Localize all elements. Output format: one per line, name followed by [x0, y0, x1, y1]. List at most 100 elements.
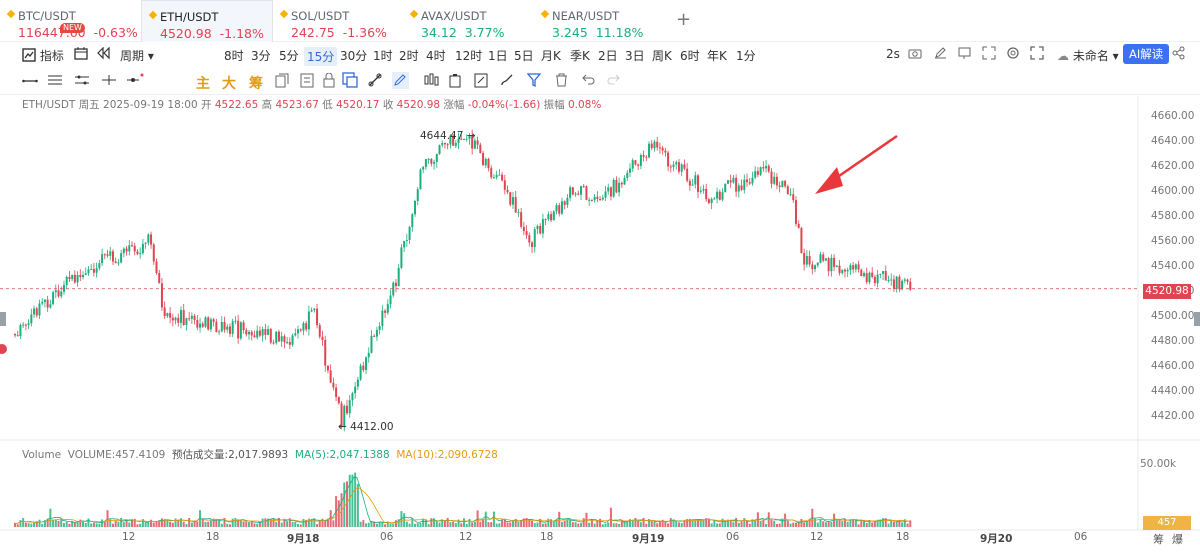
candle-body	[482, 153, 485, 166]
interval-1[interactable]: 3分	[251, 49, 271, 63]
settings-icon[interactable]	[1006, 46, 1024, 64]
candle-body	[642, 155, 645, 157]
candle-body	[335, 387, 338, 397]
screen-icon[interactable]	[958, 46, 976, 64]
tab-eth[interactable]: ETH/USDT 4520.98 -1.18%	[141, 0, 273, 42]
interval-12[interactable]: 季K	[570, 49, 590, 63]
candle-body	[778, 185, 781, 188]
period-dropdown[interactable]: 周期 ▾	[120, 49, 154, 63]
volume-bar	[732, 522, 735, 527]
volume-bar	[468, 518, 471, 527]
select-tool-icon[interactable]	[342, 72, 360, 90]
rewind-icon[interactable]	[97, 47, 115, 65]
interval-3[interactable]: 15分	[304, 47, 338, 66]
redo-icon[interactable]	[607, 74, 625, 92]
volume-bar	[683, 519, 686, 527]
corner-liquidation-label[interactable]: 爆	[1172, 533, 1183, 546]
interval-10[interactable]: 5日	[514, 49, 534, 63]
note-icon[interactable]	[474, 73, 492, 91]
add-tab-icon[interactable]: +	[676, 9, 692, 30]
volume-bar	[239, 520, 242, 527]
fullscreen-icon[interactable]	[1030, 46, 1048, 64]
candle-body	[882, 271, 885, 274]
candle-body	[267, 329, 270, 335]
interval-7[interactable]: 4时	[426, 49, 446, 63]
candle-body	[384, 310, 387, 313]
trash-icon[interactable]	[555, 73, 573, 91]
volume-bar	[218, 519, 221, 527]
interval-5[interactable]: 1时	[373, 49, 393, 63]
interval-4[interactable]: 30分	[340, 49, 368, 63]
cross-tool-icon[interactable]	[101, 73, 119, 91]
candle-body	[367, 352, 370, 358]
volume-bar	[808, 519, 811, 527]
lock-icon[interactable]	[322, 73, 340, 91]
candle-body	[264, 329, 267, 335]
filter-icon[interactable]	[527, 73, 545, 91]
draw-tool-icon[interactable]	[392, 72, 410, 90]
tab-sol[interactable]: SOL/USDT 242.75 -1.36%	[273, 0, 405, 42]
share-icon[interactable]	[1172, 46, 1190, 64]
candle-body	[33, 308, 36, 315]
interval-2[interactable]: 5分	[279, 49, 299, 63]
brush-icon[interactable]	[500, 73, 518, 91]
volume-bar	[710, 523, 713, 527]
line-tool-icon[interactable]	[22, 75, 40, 93]
interval-9[interactable]: 1日	[488, 49, 508, 63]
candle-body	[250, 331, 253, 336]
indicators-button[interactable]: 指标	[22, 47, 64, 64]
calendar-icon[interactable]	[74, 46, 92, 64]
candle-body	[226, 326, 229, 330]
volume-bar	[226, 523, 229, 527]
volume-bar	[207, 521, 210, 527]
corner-chips-label[interactable]: 筹	[1153, 533, 1164, 546]
hline-tool-icon[interactable]	[47, 73, 65, 91]
interval-14[interactable]: 3日	[625, 49, 645, 63]
interval-11[interactable]: 月K	[541, 49, 561, 63]
tab-btc[interactable]: BTC/USDT 116447.60 -0.63% NEW	[0, 0, 138, 42]
interval-15[interactable]: 周K	[652, 49, 672, 63]
ai-analysis-button[interactable]: AI解读	[1123, 44, 1170, 64]
interval-17[interactable]: 年K	[707, 49, 727, 63]
volume-bar	[531, 520, 534, 527]
candle-body	[637, 164, 640, 166]
volume-bar	[574, 522, 577, 527]
volume-bar	[781, 518, 784, 527]
copy-icon[interactable]	[275, 73, 293, 91]
edit-icon[interactable]	[934, 46, 952, 64]
chips-label[interactable]: 筹	[249, 76, 263, 92]
channel-tool-icon[interactable]	[74, 73, 92, 91]
interval-13[interactable]: 2日	[598, 49, 618, 63]
volume-bar	[824, 522, 827, 527]
tab-near[interactable]: NEAR/USDT 3.245 11.18%	[534, 0, 666, 42]
interval-8[interactable]: 12时	[455, 49, 483, 63]
candle-body	[593, 196, 596, 201]
price-tick: 4620.00	[1151, 160, 1195, 172]
candle-body	[92, 269, 95, 273]
volume-bar	[193, 521, 196, 527]
camera-icon[interactable]	[908, 47, 926, 65]
expand-icon[interactable]	[982, 46, 1000, 64]
left-scroll-handle	[0, 312, 6, 326]
interval-18[interactable]: 1分	[736, 49, 756, 63]
document-icon[interactable]	[300, 73, 318, 91]
refresh-interval[interactable]: 2s	[886, 47, 900, 61]
volume-bar	[52, 519, 55, 527]
link-icon[interactable]	[368, 73, 386, 91]
interval-6[interactable]: 2时	[399, 49, 419, 63]
fib-tool-icon[interactable]	[126, 73, 144, 91]
layout-dropdown[interactable]: ☁ 未命名 ▾	[1057, 49, 1119, 63]
candle-body	[71, 274, 74, 279]
big-label[interactable]: 大	[222, 76, 236, 92]
undo-icon[interactable]	[582, 74, 600, 92]
battery-icon[interactable]	[449, 73, 467, 91]
interval-16[interactable]: 6时	[680, 49, 700, 63]
interval-0[interactable]: 8时	[224, 49, 244, 63]
volume-bar	[267, 518, 270, 527]
candle-body	[370, 335, 373, 353]
main-label[interactable]: 主	[196, 76, 210, 92]
tab-avax[interactable]: AVAX/USDT 34.12 3.77%	[403, 0, 535, 42]
volume-bar	[672, 519, 675, 527]
candle-pattern-icon[interactable]	[423, 73, 441, 91]
